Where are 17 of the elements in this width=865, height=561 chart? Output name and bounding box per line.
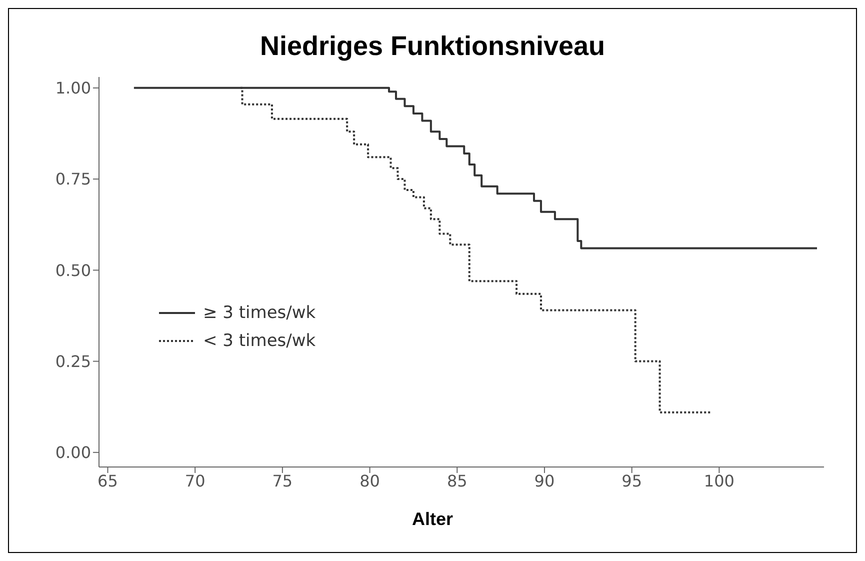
legend-label: < 3 times/wk (203, 331, 316, 351)
x-tick-label: 65 (98, 471, 118, 490)
y-tick-label: 0.50 (55, 260, 91, 280)
y-tick-label: 1.00 (55, 78, 91, 98)
x-axis-title: Alter (410, 509, 454, 530)
chart-title: Niedriges Funktionsniveau (258, 31, 606, 63)
y-tick-label: 0.75 (55, 170, 91, 189)
x-tick-label: 95 (622, 471, 642, 490)
x-tick-label: 100 (704, 471, 734, 490)
x-tick-label: 85 (446, 471, 468, 490)
x-tick-label: 70 (184, 471, 206, 490)
y-tick-label: 0.00 (55, 443, 91, 462)
x-tick-label: 90 (534, 471, 555, 490)
x-tick-label: 80 (360, 471, 380, 490)
y-tick-label: 0.25 (55, 352, 91, 371)
x-tick-label: 75 (272, 471, 293, 490)
legend-label: ≥ 3 times/wk (203, 303, 316, 323)
